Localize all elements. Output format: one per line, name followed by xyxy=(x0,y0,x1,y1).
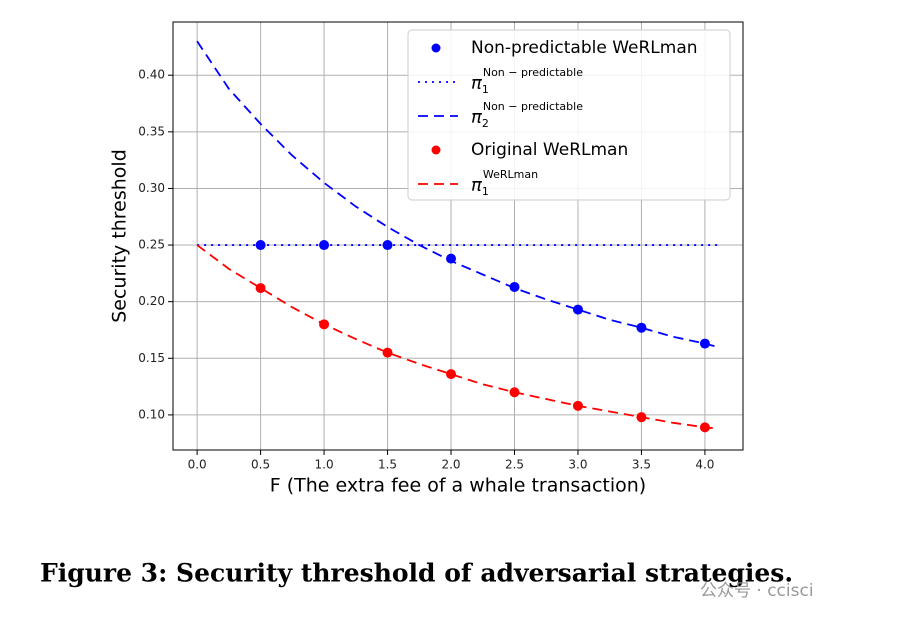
legend-superscript: WeRLman xyxy=(483,168,538,181)
legend-label: Non-predictable WeRLman xyxy=(471,38,698,58)
y-tick-label: 0.10 xyxy=(138,407,165,421)
data-point xyxy=(446,369,457,380)
y-tick-label: 0.25 xyxy=(138,238,165,252)
legend-symbol: π xyxy=(471,175,483,196)
y-axis-label: Security threshold xyxy=(109,149,131,323)
y-tick-label: 0.15 xyxy=(138,351,165,365)
x-tick-label: 0.0 xyxy=(188,458,207,472)
x-tick-label: 4.0 xyxy=(695,458,714,472)
legend-label: π2 Non − predictable xyxy=(471,100,583,130)
plot-frame xyxy=(172,21,744,451)
x-tick-label: 1.0 xyxy=(315,458,334,472)
y-tick-label: 0.20 xyxy=(138,294,165,308)
legend-subscript: 2 xyxy=(482,117,489,130)
data-point xyxy=(636,322,647,333)
data-point xyxy=(255,283,266,294)
legend-subscript: 1 xyxy=(482,185,489,198)
legend-label: Original WeRLman xyxy=(471,140,628,160)
legend-box xyxy=(407,29,731,201)
legend-marker xyxy=(431,43,441,53)
caption: Figure 3: Security threshold of adversar… xyxy=(40,559,793,588)
x-tick-label: 2.5 xyxy=(505,458,524,472)
x-tick-label: 3.0 xyxy=(568,458,587,472)
x-tick-label: 2.0 xyxy=(441,458,460,472)
legend-symbol: π xyxy=(471,73,483,94)
legend-label: π1 Non − predictable xyxy=(471,66,583,96)
legend-superscript: Non − predictable xyxy=(483,66,583,79)
legend-label: π1 WeRLman xyxy=(471,168,538,198)
x-tick-label: 1.5 xyxy=(378,458,397,472)
legend-symbol: π xyxy=(471,107,483,128)
y-tick-label: 0.35 xyxy=(138,124,165,138)
data-point xyxy=(572,304,583,315)
watermark: 公众号 · ccisci xyxy=(700,581,814,601)
legend-superscript: Non − predictable xyxy=(483,100,583,113)
plot xyxy=(196,40,718,433)
x-axis-label: F (The extra fee of a whale transaction) xyxy=(270,475,646,497)
y-tick-label: 0.30 xyxy=(138,181,165,195)
data-point xyxy=(382,347,393,358)
x-tick-label: 3.5 xyxy=(632,458,651,472)
x-tick-label: 0.5 xyxy=(251,458,270,472)
legend-marker xyxy=(431,145,441,155)
data-point xyxy=(509,281,520,292)
series-line xyxy=(196,40,718,348)
series-line xyxy=(196,244,718,430)
y-tick-label: 0.40 xyxy=(138,68,165,82)
legend-subscript: 1 xyxy=(482,83,489,96)
